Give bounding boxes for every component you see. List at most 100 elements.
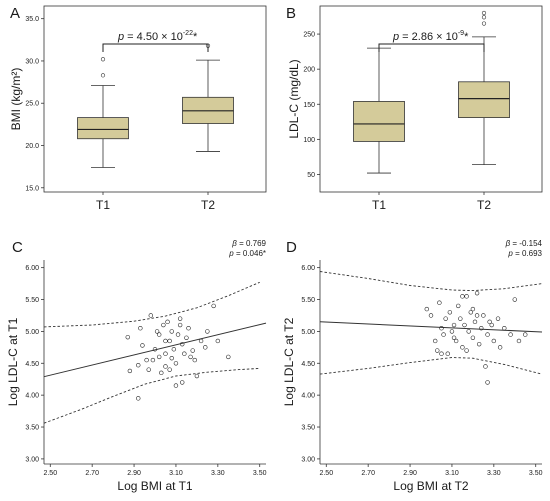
scatter-point <box>180 380 185 385</box>
panel-a-frame <box>43 5 267 193</box>
panel-c-beta: β = 0.769 <box>231 239 266 248</box>
scatter-point <box>140 343 145 348</box>
scatter-point <box>190 348 195 353</box>
scatter-point <box>180 341 185 347</box>
scatter-point <box>470 306 476 312</box>
scatter-point <box>481 313 486 318</box>
scatter-point <box>489 322 494 328</box>
y-tick-label: 25.0 <box>25 101 39 108</box>
panel-d-y-ticks: 3.00 3.50 4.00 4.50 5.00 5.50 6.00 <box>301 265 320 463</box>
regression-line <box>319 321 543 333</box>
x-tick-label: 2.50 <box>319 470 333 477</box>
scatter-point <box>470 335 476 340</box>
scatter-point <box>451 322 457 328</box>
scatter-point <box>198 338 204 344</box>
scatter-point <box>165 319 170 325</box>
y-tick-label: 20.0 <box>25 143 39 150</box>
panel-c-x-axis-label: Log BMI at T1 <box>117 479 192 493</box>
y-tick-label: 3.00 <box>301 456 315 463</box>
scatter-point <box>163 364 168 369</box>
scatter-point <box>456 303 461 309</box>
scatter-point <box>508 332 513 337</box>
scatter-point <box>177 316 183 321</box>
category-label: T2 <box>477 198 491 212</box>
outlier-point <box>481 21 487 26</box>
panel-d-points <box>424 290 528 385</box>
panel-b-boxes <box>353 10 510 174</box>
panel-b-frame <box>319 5 543 193</box>
scatter-point <box>150 357 156 363</box>
x-tick-label: 2.90 <box>403 470 417 477</box>
panel-a-y-axis-label: BMI (kg/m²) <box>9 68 23 131</box>
regression-line <box>43 322 267 378</box>
panel-a-y-ticks: 15.0 20.0 25.0 30.0 35.0 <box>25 16 44 192</box>
scatter-point <box>161 322 166 328</box>
scatter-point <box>152 347 158 352</box>
scatter-point <box>466 329 471 334</box>
box-iqr <box>353 101 405 142</box>
y-tick-label: 250 <box>303 32 315 39</box>
scatter-point <box>443 316 448 321</box>
scatter-point <box>173 361 179 366</box>
scatter-point <box>163 351 168 356</box>
scatter-point <box>184 335 189 340</box>
scatter-point <box>476 341 482 347</box>
panel-a-boxes <box>77 43 234 168</box>
scatter-point <box>472 319 478 325</box>
scatter-point <box>215 338 221 344</box>
category-label: T1 <box>96 198 110 212</box>
x-tick-label: 2.70 <box>85 470 99 477</box>
y-tick-label: 15.0 <box>25 185 39 192</box>
scatter-point <box>468 310 473 315</box>
y-tick-label: 150 <box>303 102 315 109</box>
x-tick-label: 3.10 <box>445 470 459 477</box>
scatter-point <box>163 338 168 344</box>
y-tick-label: 4.50 <box>301 361 315 368</box>
scatter-point <box>175 332 181 337</box>
upper-confidence-band <box>319 271 543 292</box>
scatter-point <box>512 297 517 302</box>
panel-b-ldl-boxplot: B 50 100 150 200 250 T1 T2 p = 2.86 × 10-9* L… <box>286 5 543 212</box>
y-tick-label: 3.50 <box>25 425 39 432</box>
panel-a-p-annotation: p = 4.50 × 10-22* <box>117 30 198 43</box>
scatter-point <box>192 357 197 363</box>
x-tick-label: 3.50 <box>529 470 543 477</box>
panel-b-p-annotation: p = 2.86 × 10-9* <box>392 30 469 43</box>
scatter-point <box>226 354 231 360</box>
scatter-point <box>144 357 149 363</box>
x-tick-label: 3.30 <box>487 470 501 477</box>
scatter-point <box>439 351 444 356</box>
scatter-point <box>437 300 442 305</box>
scatter-point <box>464 348 469 353</box>
scatter-point <box>502 326 507 331</box>
outlier-point <box>100 57 106 62</box>
outlier-point <box>481 15 487 20</box>
scatter-point <box>449 329 455 334</box>
scatter-point <box>156 332 162 337</box>
scatter-point <box>485 332 490 337</box>
y-tick-label: 35.0 <box>25 16 39 23</box>
scatter-point <box>439 326 444 331</box>
scatter-point <box>156 354 162 360</box>
x-tick-label: 3.10 <box>169 470 183 477</box>
panel-c-points <box>125 303 231 401</box>
panel-b-y-ticks: 50 100 150 200 250 <box>303 32 320 179</box>
panel-d-x-ticks: 2.50 2.70 2.90 3.10 3.30 3.50 <box>319 464 543 477</box>
scatter-point <box>203 345 208 350</box>
scatter-point <box>487 319 492 325</box>
scatter-point <box>516 338 522 344</box>
scatter-point <box>462 322 467 328</box>
y-tick-label: 6.00 <box>301 265 315 272</box>
scatter-point <box>125 334 130 340</box>
scatter-point <box>523 332 528 337</box>
y-tick-label: 5.00 <box>25 329 39 336</box>
scatter-point <box>428 313 434 318</box>
x-tick-label: 2.70 <box>361 470 375 477</box>
y-tick-label: 4.00 <box>301 393 315 400</box>
scatter-point <box>479 326 484 331</box>
panel-letter-d: D <box>286 239 297 256</box>
panel-a-bmi-boxplot: A 15.0 20.0 25.0 30.0 35.0 T1 T2 p = 4.50 × 1… <box>9 5 267 212</box>
y-tick-label: 3.50 <box>301 425 315 432</box>
outlier-point <box>481 10 487 16</box>
scatter-point <box>159 370 164 376</box>
